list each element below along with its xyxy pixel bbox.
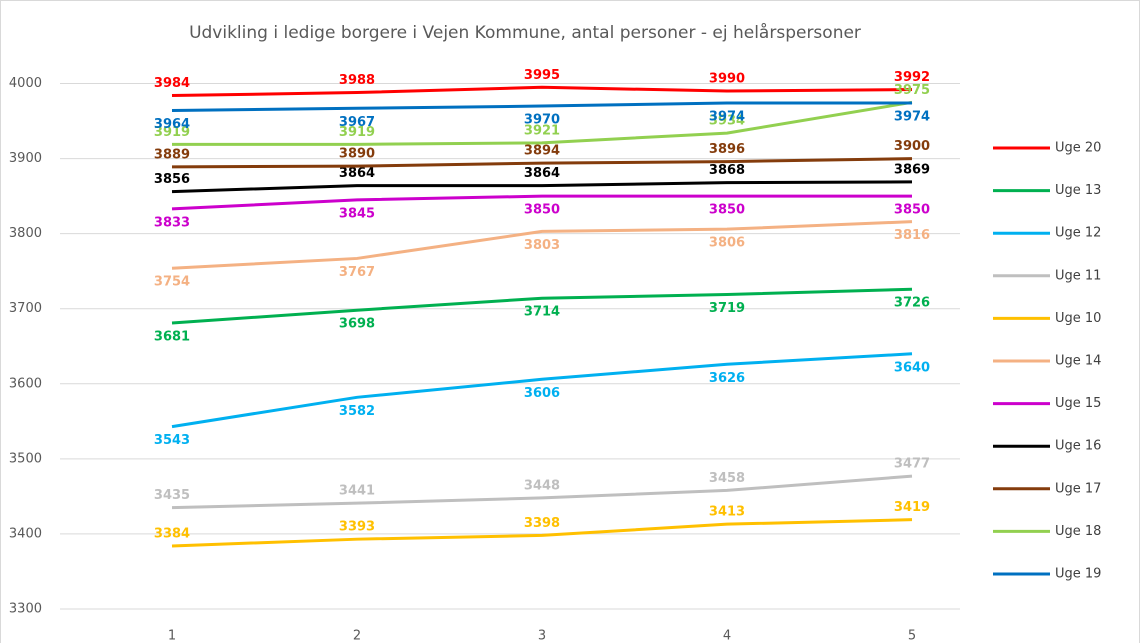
data-label: 3626	[709, 371, 745, 386]
legend-label: Uge 20	[1055, 141, 1101, 156]
data-label: 3970	[524, 113, 560, 128]
data-label: 3889	[154, 147, 190, 162]
legend-label: Uge 19	[1055, 567, 1101, 582]
series-line	[171, 287, 913, 325]
data-label: 3419	[894, 500, 930, 515]
legend-label: Uge 14	[1055, 354, 1101, 369]
data-label: 3441	[339, 484, 375, 499]
legend-label: Uge 10	[1055, 311, 1101, 326]
x-tick-label: 4	[723, 629, 731, 643]
legend-label: Uge 18	[1055, 524, 1101, 539]
data-label: 3816	[894, 228, 930, 243]
data-label: 3995	[524, 68, 560, 83]
data-label: 3698	[339, 317, 375, 332]
data-label: 3967	[339, 115, 375, 130]
data-label: 3864	[524, 166, 560, 181]
x-tick-label: 1	[168, 629, 176, 643]
data-label: 3850	[894, 203, 930, 218]
series-line	[172, 100, 913, 146]
data-label: 3582	[339, 404, 375, 419]
data-label: 3964	[154, 117, 190, 132]
legend-label: Uge 12	[1055, 226, 1101, 241]
data-label: 3896	[709, 142, 745, 157]
data-label: 3890	[339, 147, 375, 162]
legend-label: Uge 11	[1055, 268, 1101, 283]
data-label: 3894	[524, 144, 560, 159]
data-label: 3726	[894, 296, 930, 311]
data-label: 3681	[154, 329, 190, 344]
data-label: 3974	[709, 110, 745, 125]
legend-label: Uge 15	[1055, 396, 1101, 411]
series-line	[171, 474, 913, 510]
data-label: 3845	[339, 206, 375, 221]
data-label: 3477	[894, 457, 930, 472]
data-label: 3719	[709, 301, 745, 316]
data-label: 3384	[154, 526, 190, 541]
data-label: 3640	[894, 360, 930, 375]
data-label: 3919	[339, 125, 375, 140]
series-line	[171, 157, 913, 169]
series-line	[171, 518, 913, 548]
data-label: 3974	[894, 110, 930, 125]
data-label: 3934	[709, 114, 745, 129]
data-label: 3864	[339, 166, 375, 181]
data-label: 3806	[709, 236, 745, 251]
data-label: 3850	[709, 203, 745, 218]
y-tick-label: 4000	[9, 76, 42, 91]
y-tick-label: 3300	[9, 602, 42, 617]
series-line	[171, 352, 913, 429]
series-line	[171, 101, 912, 113]
x-tick-label: 5	[908, 629, 916, 643]
data-label: 3984	[154, 76, 190, 91]
data-label: 3833	[154, 215, 190, 230]
legend-label: Uge 13	[1055, 183, 1101, 198]
data-label: 3988	[339, 73, 375, 88]
data-label: 3448	[524, 478, 560, 493]
data-label: 3919	[154, 125, 190, 140]
data-label: 3413	[709, 505, 745, 520]
data-label: 3869	[894, 162, 930, 177]
data-label: 3714	[524, 305, 560, 320]
y-tick-label: 3400	[9, 526, 42, 541]
data-label: 3868	[709, 163, 745, 178]
data-label: 3850	[524, 203, 560, 218]
y-tick-label: 3700	[9, 301, 42, 316]
data-label: 3803	[524, 238, 560, 253]
y-tick-label: 3900	[9, 151, 42, 166]
data-label: 3856	[154, 172, 190, 187]
series-line	[171, 220, 913, 270]
x-tick-label: 2	[353, 629, 361, 643]
data-label: 3435	[154, 488, 190, 503]
series-line	[171, 85, 913, 98]
data-label: 3921	[524, 123, 560, 138]
data-label: 3606	[524, 386, 560, 401]
data-label: 3990	[709, 72, 745, 87]
data-label: 3975	[894, 83, 930, 98]
data-label: 3458	[709, 471, 745, 486]
data-label: 3393	[339, 520, 375, 535]
x-tick-label: 3	[538, 629, 546, 643]
data-label: 3992	[894, 70, 930, 85]
y-tick-label: 3800	[9, 226, 42, 241]
data-label: 3543	[154, 433, 190, 448]
data-label: 3754	[154, 275, 190, 290]
y-tick-label: 3500	[9, 451, 42, 466]
data-label: 3398	[524, 516, 560, 531]
series-line	[171, 194, 912, 211]
legend-label: Uge 16	[1055, 439, 1101, 454]
data-label: 3900	[894, 139, 930, 154]
legend-label: Uge 17	[1055, 481, 1101, 496]
data-label: 3767	[339, 265, 375, 280]
y-tick-label: 3600	[9, 376, 42, 391]
chart-title: Udvikling i ledige borgere i Vejen Kommu…	[189, 22, 861, 43]
series-line	[171, 180, 913, 194]
